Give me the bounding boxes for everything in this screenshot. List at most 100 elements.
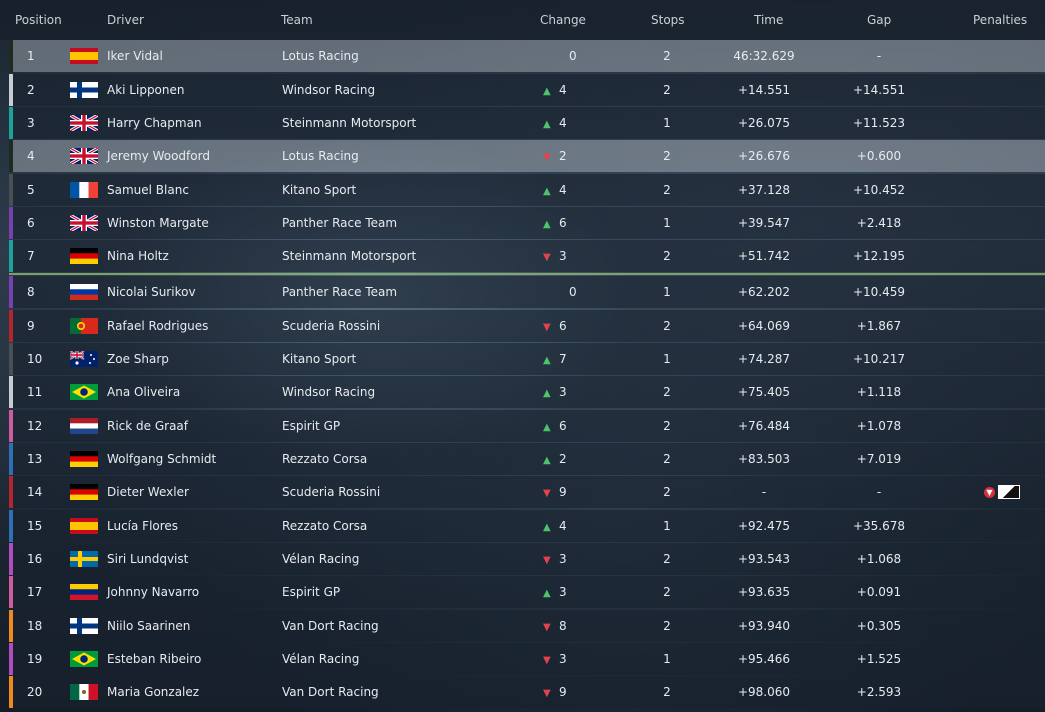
team-name[interactable]: Lotus Racing <box>282 49 359 63</box>
team-name[interactable]: Rezzato Corsa <box>282 519 368 533</box>
team-name[interactable]: Steinmann Motorsport <box>282 249 417 263</box>
arrow-down-icon: ▼ <box>543 555 551 566</box>
header-time[interactable]: Time <box>754 13 784 27</box>
table-row[interactable]: 12 Rick de Graaf Espirit GP ▲ 6 2 +76.484 +1.07… <box>9 410 1045 442</box>
driver-name[interactable]: Nina Holtz <box>107 249 169 263</box>
table-row[interactable]: 11 Ana Oliveira Windsor Racing ▲ 3 2 +75.405 +1… <box>9 376 1045 408</box>
team-name[interactable]: Scuderia Rossini <box>282 485 381 499</box>
driver-name[interactable]: Niilo Saarinen <box>107 619 191 633</box>
time-cell: +93.635 <box>737 585 791 599</box>
position-change: ▼ 6 <box>543 319 603 333</box>
table-row[interactable]: 13 Wolfgang Schmidt Rezzato Corsa ▲ 2 2 +83.50… <box>9 443 1045 475</box>
dropdown-badge-icon[interactable]: ▼ <box>984 487 995 498</box>
table-row[interactable]: 20 Maria Gonzalez Van Dort Racing ▼ 9 2 +98.06… <box>9 676 1045 708</box>
team-color-bar <box>9 240 13 272</box>
driver-name[interactable]: Rick de Graaf <box>107 419 189 433</box>
gap-cell: +1.525 <box>856 652 902 666</box>
stops-cell: 1 <box>663 352 671 366</box>
stops-cell: 1 <box>663 652 671 666</box>
driver-name[interactable]: Jeremy Woodford <box>107 149 210 163</box>
driver-name[interactable]: Ana Oliveira <box>107 385 181 399</box>
driver-name[interactable]: Wolfgang Schmidt <box>107 452 217 466</box>
table-row[interactable]: 14 Dieter Wexler Scuderia Rossini ▼ 9 2- - ▼ <box>9 476 1045 508</box>
header-change[interactable]: Change <box>540 13 586 27</box>
team-color-bar <box>9 174 13 206</box>
table-row[interactable]: 5 Samuel Blanc Kitano Sport ▲ 4 2 +37.128 +10.4… <box>9 174 1045 206</box>
table-row[interactable]: 8 Nicolai Surikov Panther Race Team 0 1 +62.2… <box>9 276 1045 308</box>
team-name[interactable]: Vélan Racing <box>282 552 360 566</box>
driver-name[interactable]: Lucía Flores <box>107 519 179 533</box>
position-change-value: 0 <box>569 49 577 63</box>
time-cell: +64.069 <box>737 319 791 333</box>
driver-name[interactable]: Harry Chapman <box>107 116 202 130</box>
team-name[interactable]: Steinmann Motorsport <box>282 116 417 130</box>
table-row[interactable]: 6 Winston Margate Panther Race Team ▲ 6 1 +39.… <box>9 207 1045 239</box>
driver-name[interactable]: Rafael Rodrigues <box>107 319 209 333</box>
driver-name[interactable]: Winston Margate <box>107 216 209 230</box>
team-name[interactable]: Rezzato Corsa <box>282 452 368 466</box>
team-name[interactable]: Lotus Racing <box>282 149 359 163</box>
retired-flag-icon[interactable] <box>998 485 1020 499</box>
table-row[interactable]: 10 Zoe Sharp Kitano Sport ▲ 7 1 +74.287 +10.217 <box>9 343 1045 375</box>
header-penalties[interactable]: Penalties <box>973 13 1028 27</box>
team-color-bar <box>9 140 13 172</box>
table-row[interactable]: 3 Harry Chapman Steinmann Motorsport ▲ 4 1 +26… <box>9 107 1045 139</box>
team-name[interactable]: Kitano Sport <box>282 352 357 366</box>
germany-flag-icon <box>70 451 98 467</box>
position-change: ▼ 3 <box>543 249 603 263</box>
table-row[interactable]: 7 Nina Holtz Steinmann Motorsport ▼ 3 2 +51.74… <box>9 240 1045 272</box>
team-name[interactable]: Kitano Sport <box>282 183 357 197</box>
table-row[interactable]: 4 Jeremy Woodford Lotus Racing ▼ 2 2 +26.676 +0… <box>9 140 1045 172</box>
gap-cell: +1.118 <box>856 385 902 399</box>
gap-cell: - <box>876 49 882 63</box>
driver-name[interactable]: Aki Lipponen <box>107 83 185 97</box>
table-row[interactable]: 2 Aki Lipponen Windsor Racing ▲ 4 2 +14.551 +14… <box>9 74 1045 106</box>
stops-cell: 2 <box>663 249 671 263</box>
table-row[interactable]: 1 Iker Vidal Lotus Racing 0 2 46:32.629 - <box>9 40 1045 72</box>
table-row[interactable]: 17 Johnny Navarro Espirit GP ▲ 3 2 +93.635 +0.0… <box>9 576 1045 608</box>
arrow-down-icon: ▼ <box>543 252 551 263</box>
header-gap[interactable]: Gap <box>867 13 892 27</box>
team-color-bar <box>9 74 13 106</box>
driver-name[interactable]: Dieter Wexler <box>107 485 189 499</box>
position-cell: 14 <box>27 485 43 499</box>
position-cell: 10 <box>27 352 43 366</box>
time-cell: +83.503 <box>737 452 791 466</box>
table-row[interactable]: 16 Siri Lundqvist Vélan Racing ▼ 3 2 +93.543 +1… <box>9 543 1045 575</box>
team-color-bar <box>9 40 13 72</box>
team-name[interactable]: Panther Race Team <box>282 285 398 299</box>
header-position[interactable]: Position <box>15 13 62 27</box>
arrow-down-icon: ▼ <box>543 622 551 633</box>
team-name[interactable]: Van Dort Racing <box>282 619 379 633</box>
driver-name[interactable]: Johnny Navarro <box>107 585 200 599</box>
driver-name[interactable]: Maria Gonzalez <box>107 685 200 699</box>
position-change: 0 <box>543 285 603 299</box>
header-stops[interactable]: Stops <box>651 13 685 27</box>
team-name[interactable]: Windsor Racing <box>282 385 376 399</box>
team-name[interactable]: Panther Race Team <box>282 216 398 230</box>
position-cell: 12 <box>27 419 43 433</box>
table-row[interactable]: 18 Niilo Saarinen Van Dort Racing ▼ 8 2 +93.94… <box>9 610 1045 642</box>
team-name[interactable]: Espirit GP <box>282 585 341 599</box>
team-color-bar <box>9 443 13 475</box>
driver-name[interactable]: Zoe Sharp <box>107 352 169 366</box>
team-name[interactable]: Windsor Racing <box>282 83 376 97</box>
team-name[interactable]: Espirit GP <box>282 419 341 433</box>
table-row[interactable]: 9 Rafael Rodrigues Scuderia Rossini ▼ 6 2 +64.… <box>9 310 1045 342</box>
driver-name[interactable]: Samuel Blanc <box>107 183 189 197</box>
driver-name[interactable]: Siri Lundqvist <box>107 552 189 566</box>
driver-name[interactable]: Iker Vidal <box>107 49 163 63</box>
team-name[interactable]: Vélan Racing <box>282 652 360 666</box>
table-row[interactable]: 15 Lucía Flores Rezzato Corsa ▲ 4 1 +92.475 +35… <box>9 510 1045 542</box>
time-cell: +93.940 <box>737 619 791 633</box>
team-name[interactable]: Scuderia Rossini <box>282 319 381 333</box>
header-team[interactable]: Team <box>281 13 313 27</box>
driver-name[interactable]: Esteban Ribeiro <box>107 652 202 666</box>
driver-name[interactable]: Nicolai Surikov <box>107 285 196 299</box>
table-row[interactable]: 19 Esteban Ribeiro Vélan Racing ▼ 3 1 +95.466 +… <box>9 643 1045 675</box>
header-driver[interactable]: Driver <box>107 13 144 27</box>
team-name[interactable]: Van Dort Racing <box>282 685 379 699</box>
germany-flag-icon <box>70 248 98 264</box>
position-change-value: 3 <box>559 385 567 399</box>
stops-cell: 2 <box>663 419 671 433</box>
